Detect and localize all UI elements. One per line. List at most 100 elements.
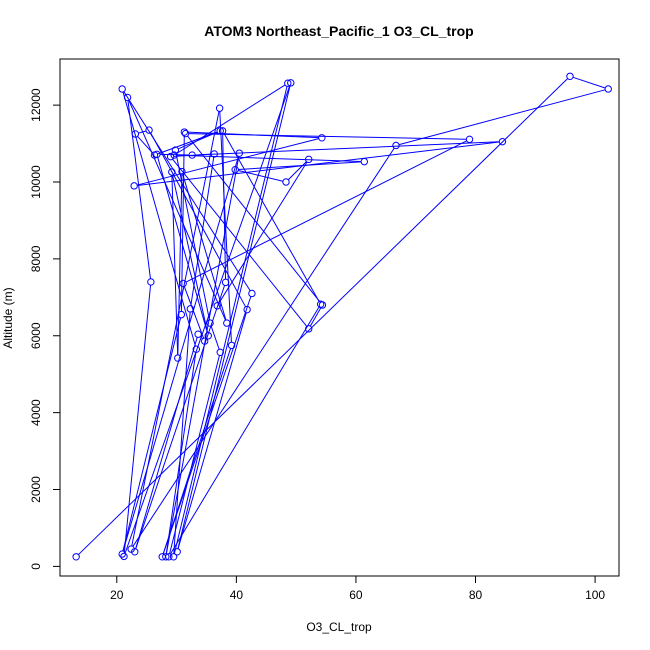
series-line-segment <box>309 307 322 327</box>
data-point <box>147 278 155 286</box>
data-point <box>168 168 176 176</box>
data-point <box>213 302 221 310</box>
data-point <box>72 553 80 561</box>
series-layer <box>72 72 612 561</box>
data-point <box>282 178 290 186</box>
data-point <box>216 348 224 356</box>
series-line-segment <box>172 175 209 333</box>
data-point <box>118 85 126 93</box>
data-point <box>118 550 126 558</box>
data-point <box>206 319 214 327</box>
data-point <box>218 127 227 135</box>
series-line-segment <box>188 133 467 140</box>
series-line-segment <box>218 161 308 304</box>
data-point <box>215 104 224 112</box>
y-tick-label: 2000 <box>29 476 43 503</box>
y-tick-label: 10000 <box>29 165 43 199</box>
series-line-segment <box>398 89 606 146</box>
data-point <box>130 182 138 190</box>
data-point <box>178 167 186 176</box>
series-line-segment <box>135 285 226 549</box>
series-line-segment <box>169 355 220 554</box>
series-line-segment <box>162 296 252 554</box>
x-tick-label: 20 <box>110 588 124 602</box>
x-tick-label: 100 <box>585 588 605 602</box>
series-line-segment <box>572 76 606 89</box>
series-line-segment <box>177 85 291 549</box>
series-line-segment <box>137 138 319 186</box>
series-line-segment <box>157 157 208 333</box>
series-line-segment <box>238 169 283 182</box>
data-point <box>131 548 139 556</box>
series-line-segment <box>137 141 500 186</box>
data-point <box>318 301 327 309</box>
series-line-segment <box>138 130 147 134</box>
data-point <box>566 72 574 80</box>
data-point <box>465 135 474 144</box>
data-point <box>181 129 190 138</box>
series-line-segment <box>128 100 226 321</box>
series-line-segment <box>177 312 247 549</box>
series-line-segment <box>173 312 191 554</box>
plot-frame <box>59 58 620 577</box>
data-point <box>210 150 218 158</box>
series-line-segment <box>132 147 395 547</box>
series-line-segment <box>157 131 218 155</box>
x-tick-label: 80 <box>469 588 483 602</box>
chart-title: ATOM3 Northeast_Pacific_1 O3_CL_trop <box>204 23 473 39</box>
series-line-segment <box>173 86 288 554</box>
y-axis: 0 2000 4000 6000 8000 10000 12000 <box>29 88 60 570</box>
data-point <box>248 289 256 298</box>
data-point <box>231 166 239 174</box>
y-tick-label: 0 <box>29 563 43 570</box>
series-line-segment <box>183 286 205 339</box>
series-line-segment <box>150 132 247 308</box>
data-point <box>170 151 178 159</box>
data-point <box>243 305 251 314</box>
series-line-segment <box>195 141 500 156</box>
series-line-segment <box>78 78 569 555</box>
y-axis-label: Altitude (m) <box>1 287 15 348</box>
series-line-segment <box>122 317 182 552</box>
x-axis-label: O3_CL_trop <box>306 620 372 634</box>
y-tick-label: 8000 <box>29 245 43 272</box>
series-line-segment <box>177 174 183 355</box>
data-point <box>216 127 224 135</box>
x-tick-label: 60 <box>349 588 363 602</box>
series-line-segment <box>223 133 320 302</box>
data-point <box>174 354 182 362</box>
data-point <box>123 93 132 102</box>
data-point <box>166 152 175 161</box>
series-line-segment <box>175 153 210 321</box>
data-point <box>131 130 140 138</box>
data-point <box>145 126 153 134</box>
data-point <box>200 337 209 345</box>
y-tick-label: 4000 <box>29 399 43 426</box>
data-point <box>169 553 178 561</box>
series-line-segment <box>171 175 179 355</box>
data-point <box>318 134 326 142</box>
series-line-segment <box>210 325 220 350</box>
data-point <box>192 345 201 353</box>
series-line-segment <box>160 153 189 156</box>
data-point <box>162 553 170 561</box>
series-line-segment <box>131 111 220 547</box>
series-line-segment <box>172 158 308 327</box>
series-line-segment <box>176 84 286 154</box>
data-point <box>177 310 186 319</box>
data-point <box>604 85 612 93</box>
series-line-segment <box>185 140 467 283</box>
series-line-segment <box>135 337 198 549</box>
series-line-segment <box>123 285 152 554</box>
data-point <box>284 79 292 87</box>
series-line-segment <box>170 306 320 555</box>
series-line-segment <box>127 100 151 279</box>
series-line-segment <box>287 161 307 181</box>
y-tick-label: 12000 <box>29 88 43 122</box>
data-point <box>173 548 181 556</box>
series-line-segment <box>177 154 362 163</box>
data-point <box>165 553 173 561</box>
data-point <box>227 341 236 350</box>
